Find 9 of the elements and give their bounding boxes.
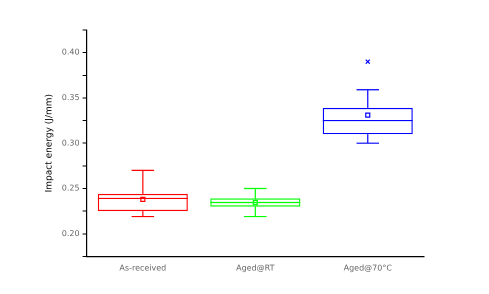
- y-tick-label: 0.20: [62, 228, 80, 238]
- y-axis-title: Impact energy (J/mm): [44, 94, 55, 192]
- y-tick-label: 0.30: [62, 138, 80, 148]
- x-tick-label: Aged@70°C: [344, 263, 392, 272]
- y-tick-label: 0.25: [62, 184, 80, 193]
- x-tick-label: As-received: [119, 263, 166, 272]
- y-tick-label: 0.35: [62, 93, 80, 102]
- y-tick-label: 0.40: [62, 48, 80, 57]
- x-tick-label: Aged@RT: [236, 263, 275, 272]
